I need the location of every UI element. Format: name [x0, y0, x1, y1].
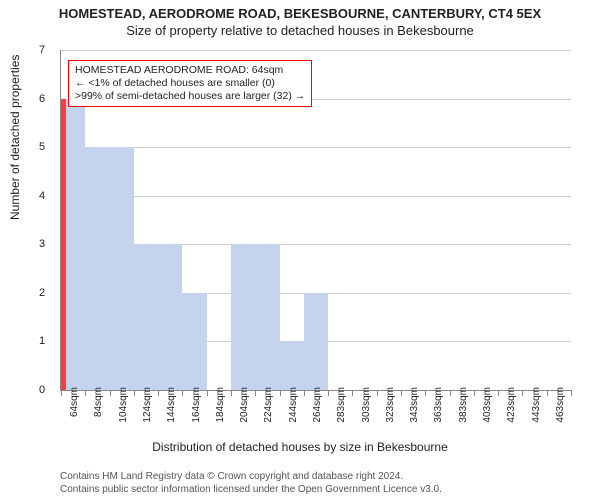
y-axis-label: Number of detached properties — [8, 55, 22, 220]
x-tick — [328, 390, 329, 396]
y-tick-label: 3 — [39, 238, 45, 250]
bar — [231, 244, 255, 390]
x-tick — [207, 390, 208, 396]
x-axis-label: Distribution of detached houses by size … — [0, 440, 600, 454]
x-tick — [280, 390, 281, 396]
x-tick — [110, 390, 111, 396]
grid-line — [61, 50, 571, 51]
x-tick-label: 423sqm — [506, 387, 517, 423]
x-tick-label: 363sqm — [433, 387, 444, 423]
chart-subtitle: Size of property relative to detached ho… — [0, 21, 600, 38]
bar — [304, 293, 328, 390]
y-tick-label: 2 — [39, 287, 45, 299]
y-tick-label: 6 — [39, 93, 45, 105]
chart-title: HOMESTEAD, AERODROME ROAD, BEKESBOURNE, … — [0, 0, 600, 21]
footer-line-1: Contains HM Land Registry data © Crown c… — [60, 471, 442, 484]
x-tick — [85, 390, 86, 396]
bar — [134, 244, 158, 390]
x-tick — [522, 390, 523, 396]
x-tick-label: 184sqm — [215, 387, 226, 423]
highlight-bar — [61, 99, 66, 390]
x-tick-label: 204sqm — [239, 387, 250, 423]
x-tick-label: 443sqm — [531, 387, 542, 423]
y-tick-label: 7 — [39, 44, 45, 56]
x-tick — [474, 390, 475, 396]
x-tick — [547, 390, 548, 396]
grid-line — [61, 147, 571, 148]
x-tick — [158, 390, 159, 396]
x-tick-label: 463sqm — [555, 387, 566, 423]
x-tick — [450, 390, 451, 396]
x-tick — [304, 390, 305, 396]
x-tick-label: 64sqm — [69, 387, 80, 417]
bar — [182, 293, 206, 390]
info-line-3: >99% of semi-detached houses are larger … — [75, 90, 305, 103]
x-tick-label: 403sqm — [482, 387, 493, 423]
x-tick-label: 124sqm — [142, 387, 153, 423]
x-tick — [255, 390, 256, 396]
x-tick-label: 343sqm — [409, 387, 420, 423]
x-tick-label: 283sqm — [336, 387, 347, 423]
info-box: HOMESTEAD AERODROME ROAD: 64sqm ← <1% of… — [68, 60, 312, 107]
x-tick — [231, 390, 232, 396]
bar — [85, 147, 109, 390]
x-tick — [182, 390, 183, 396]
y-tick-label: 1 — [39, 335, 45, 347]
x-tick-label: 164sqm — [191, 387, 202, 423]
y-tick-label: 4 — [39, 190, 45, 202]
bar — [110, 147, 134, 390]
x-tick — [352, 390, 353, 396]
x-tick-label: 84sqm — [93, 387, 104, 417]
x-tick-label: 224sqm — [263, 387, 274, 423]
x-tick-label: 323sqm — [385, 387, 396, 423]
x-tick-label: 104sqm — [118, 387, 129, 423]
x-tick-label: 303sqm — [361, 387, 372, 423]
x-tick — [134, 390, 135, 396]
info-line-2: ← <1% of detached houses are smaller (0) — [75, 77, 305, 90]
bar — [280, 341, 304, 390]
bar — [255, 244, 279, 390]
x-tick — [401, 390, 402, 396]
x-tick — [377, 390, 378, 396]
footer: Contains HM Land Registry data © Crown c… — [60, 471, 442, 496]
x-tick-label: 144sqm — [166, 387, 177, 423]
x-tick-label: 244sqm — [288, 387, 299, 423]
x-tick — [61, 390, 62, 396]
grid-line — [61, 196, 571, 197]
y-tick-label: 0 — [39, 384, 45, 396]
info-line-1: HOMESTEAD AERODROME ROAD: 64sqm — [75, 64, 305, 77]
x-tick-label: 264sqm — [312, 387, 323, 423]
x-tick — [571, 390, 572, 396]
bar — [158, 244, 182, 390]
y-tick-label: 5 — [39, 141, 45, 153]
footer-line-2: Contains public sector information licen… — [60, 484, 442, 497]
x-tick — [498, 390, 499, 396]
figure: HOMESTEAD, AERODROME ROAD, BEKESBOURNE, … — [0, 0, 600, 500]
x-tick — [425, 390, 426, 396]
x-tick-label: 383sqm — [458, 387, 469, 423]
